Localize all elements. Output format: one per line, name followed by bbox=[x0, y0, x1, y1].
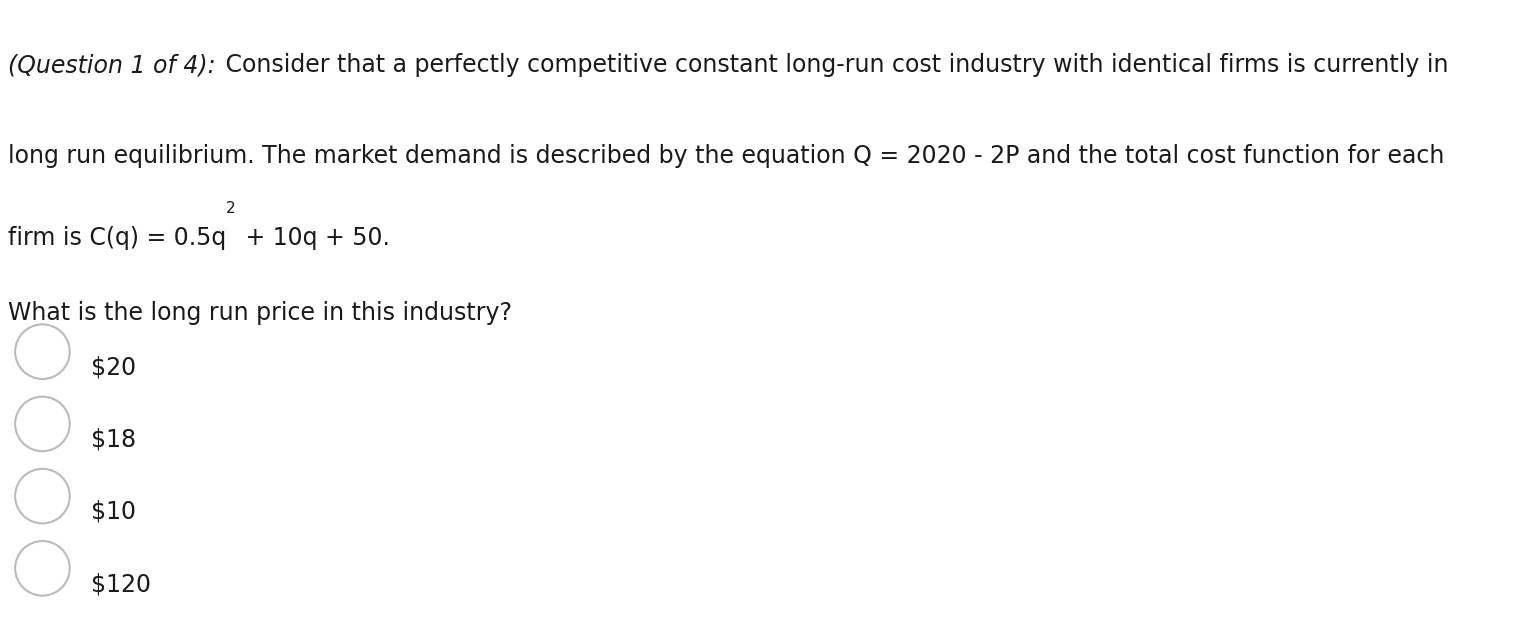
Text: 2: 2 bbox=[226, 201, 235, 216]
Text: + 10q + 50.: + 10q + 50. bbox=[238, 226, 390, 250]
Text: $20: $20 bbox=[91, 355, 136, 379]
Text: What is the long run price in this industry?: What is the long run price in this indus… bbox=[8, 301, 511, 325]
Text: (Question 1 of 4):: (Question 1 of 4): bbox=[8, 53, 215, 77]
Text: $18: $18 bbox=[91, 428, 136, 452]
Text: $120: $120 bbox=[91, 572, 152, 596]
Text: $10: $10 bbox=[91, 500, 136, 524]
Text: Consider that a perfectly competitive constant long-run cost industry with ident: Consider that a perfectly competitive co… bbox=[218, 53, 1449, 77]
Text: firm is C(q) = 0.5q: firm is C(q) = 0.5q bbox=[8, 226, 226, 250]
Text: long run equilibrium. The market demand is described by the equation Q = 2020 - : long run equilibrium. The market demand … bbox=[8, 144, 1443, 168]
